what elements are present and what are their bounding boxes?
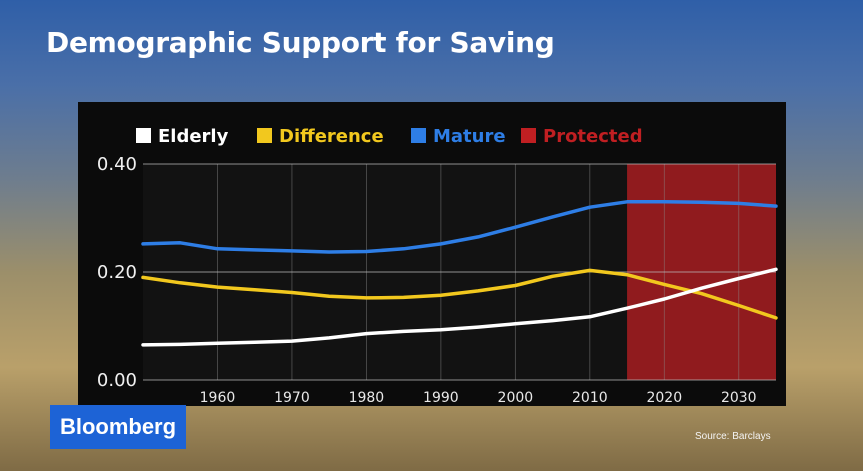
legend-label: Difference <box>279 126 384 147</box>
x-tick-label: 2000 <box>498 390 534 406</box>
x-tick-label: 2020 <box>646 390 682 406</box>
series-line-mature <box>141 200 778 254</box>
legend-swatch <box>257 128 272 143</box>
chart-panel: 1960 1970 1980 1990 2000 2010 2020 2030 0.00 0.20… <box>78 102 786 406</box>
source-note: Source: Barclays <box>695 431 771 442</box>
series-line-difference <box>141 268 778 320</box>
y-tick-label: 0.20 <box>97 262 137 283</box>
x-tick-label: 1960 <box>200 390 236 406</box>
legend-label: Protected <box>543 126 643 147</box>
legend-swatch <box>136 128 151 143</box>
line-chart: 1960 1970 1980 1990 2000 2010 2020 2030 0.00 0.20… <box>97 126 778 406</box>
legend-item-mature: Mature <box>411 126 506 147</box>
legend-swatch <box>411 128 426 143</box>
legend-label: Elderly <box>158 126 229 147</box>
page-title: Demographic Support for Saving <box>46 26 555 59</box>
legend-swatch <box>521 128 536 143</box>
series-line-elderly <box>141 267 778 347</box>
x-tick-label: 1990 <box>423 390 459 406</box>
legend-label: Mature <box>433 126 506 147</box>
legend-item-elderly: Elderly <box>136 126 229 147</box>
x-tick-label: 1970 <box>274 390 310 406</box>
legend-item-difference: Difference <box>257 126 384 147</box>
y-tick-label: 0.40 <box>97 154 137 175</box>
bloomberg-logo: Bloomberg <box>50 405 186 449</box>
x-tick-label: 2010 <box>572 390 608 406</box>
x-tick-label: 2030 <box>721 390 757 406</box>
legend-item-protected: Protected <box>521 126 643 147</box>
y-tick-label: 0.00 <box>97 370 137 391</box>
x-tick-label: 1980 <box>349 390 385 406</box>
